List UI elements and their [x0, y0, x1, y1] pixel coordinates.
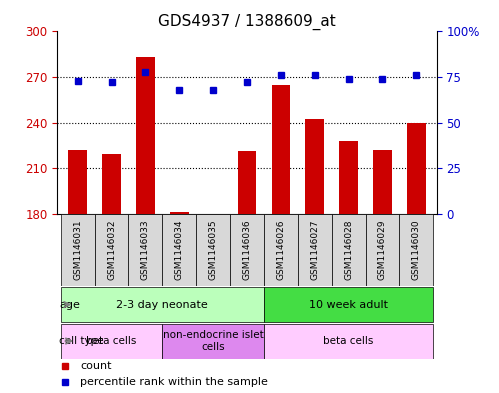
Text: percentile rank within the sample: percentile rank within the sample — [80, 376, 268, 387]
Bar — [162, 213, 196, 286]
Bar — [264, 323, 433, 358]
Text: GSM1146036: GSM1146036 — [243, 219, 251, 280]
Bar — [95, 213, 129, 286]
Bar — [339, 141, 358, 213]
Bar — [129, 213, 162, 286]
Text: GSM1146030: GSM1146030 — [412, 219, 421, 280]
Text: GSM1146028: GSM1146028 — [344, 219, 353, 280]
Bar — [305, 119, 324, 213]
Bar — [332, 213, 365, 286]
Bar — [162, 323, 264, 358]
Bar — [196, 213, 230, 286]
Text: GSM1146035: GSM1146035 — [209, 219, 218, 280]
Bar — [136, 57, 155, 213]
Bar — [271, 84, 290, 213]
Text: GSM1146026: GSM1146026 — [276, 219, 285, 280]
Bar — [264, 213, 298, 286]
Text: 10 week adult: 10 week adult — [309, 299, 388, 310]
Bar — [61, 213, 95, 286]
Bar — [373, 150, 392, 213]
Text: GSM1146033: GSM1146033 — [141, 219, 150, 280]
Bar — [61, 323, 162, 358]
Text: age: age — [59, 299, 80, 310]
Text: count: count — [80, 361, 112, 371]
Text: cell type: cell type — [59, 336, 104, 346]
Bar — [399, 213, 433, 286]
Bar — [238, 151, 256, 213]
Text: GSM1146031: GSM1146031 — [73, 219, 82, 280]
Text: GSM1146032: GSM1146032 — [107, 219, 116, 280]
Bar — [68, 150, 87, 213]
Bar — [230, 213, 264, 286]
Text: beta cells: beta cells — [86, 336, 137, 346]
Text: non-endocrine islet
cells: non-endocrine islet cells — [163, 330, 263, 352]
Text: GSM1146027: GSM1146027 — [310, 219, 319, 280]
Bar — [264, 287, 433, 322]
Bar — [365, 213, 399, 286]
Bar — [102, 154, 121, 213]
Title: GDS4937 / 1388609_at: GDS4937 / 1388609_at — [158, 14, 336, 30]
Bar — [298, 213, 332, 286]
Bar — [407, 123, 426, 213]
Text: GSM1146029: GSM1146029 — [378, 219, 387, 280]
Text: 2-3 day neonate: 2-3 day neonate — [116, 299, 208, 310]
Text: beta cells: beta cells — [323, 336, 374, 346]
Bar — [170, 212, 189, 213]
Text: GSM1146034: GSM1146034 — [175, 219, 184, 280]
Bar — [61, 287, 264, 322]
